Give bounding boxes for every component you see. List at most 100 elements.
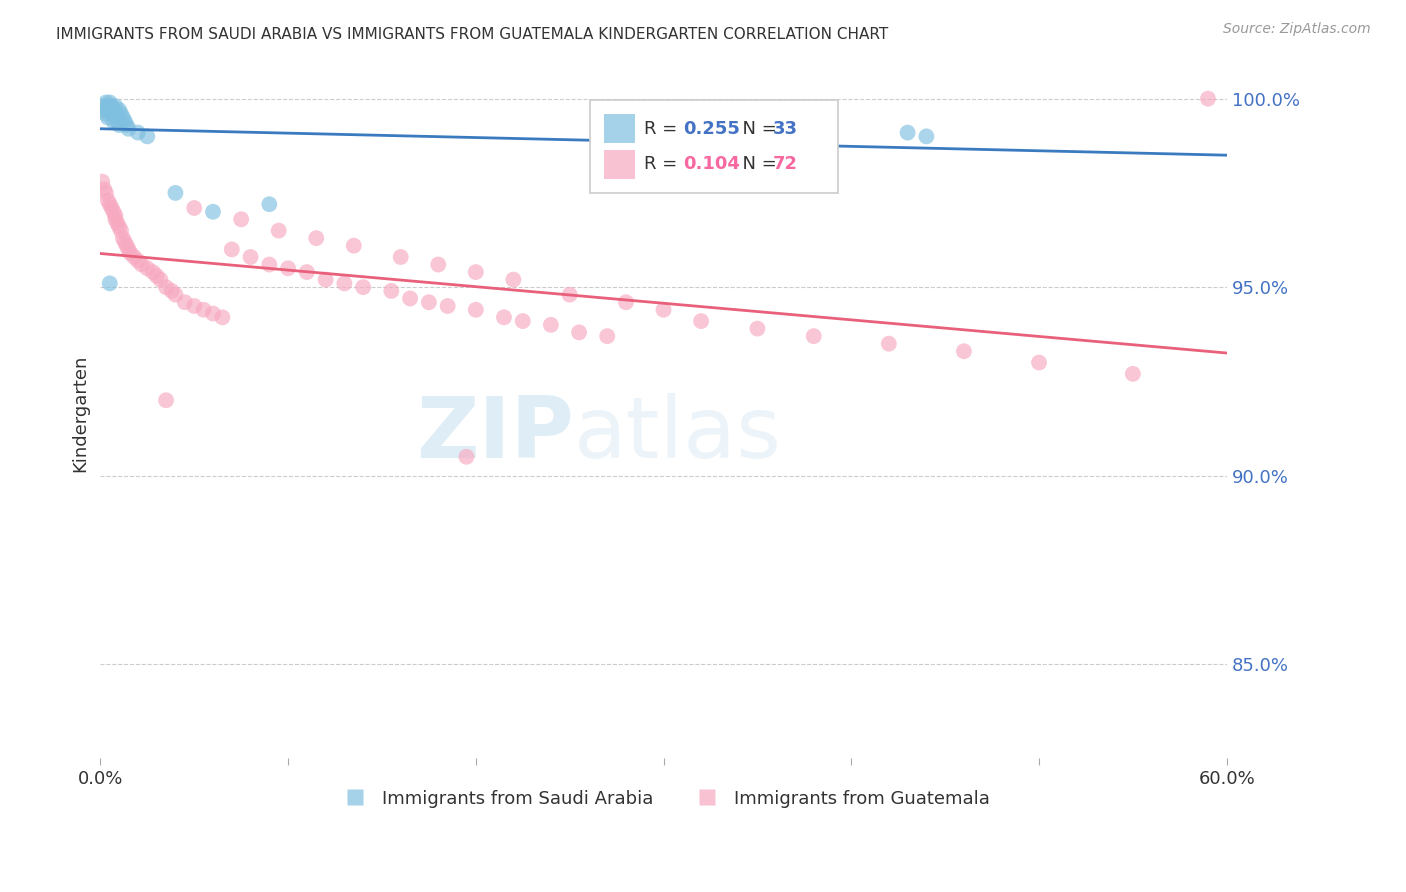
Point bbox=[277, 261, 299, 276]
Point bbox=[110, 107, 132, 121]
FancyBboxPatch shape bbox=[603, 150, 636, 179]
Point bbox=[464, 302, 486, 317]
Legend: Immigrants from Saudi Arabia, Immigrants from Guatemala: Immigrants from Saudi Arabia, Immigrants… bbox=[329, 782, 998, 815]
Point bbox=[93, 103, 115, 117]
Point bbox=[221, 243, 243, 257]
Text: Source: ZipAtlas.com: Source: ZipAtlas.com bbox=[1223, 22, 1371, 37]
Point bbox=[512, 314, 534, 328]
Point bbox=[718, 133, 741, 147]
Point bbox=[94, 186, 117, 200]
Point bbox=[97, 99, 120, 113]
Text: 72: 72 bbox=[773, 155, 797, 173]
Point bbox=[165, 186, 187, 200]
Point bbox=[183, 201, 205, 215]
Point bbox=[98, 277, 121, 291]
Point bbox=[436, 299, 458, 313]
Point bbox=[305, 231, 328, 245]
Point bbox=[93, 182, 115, 196]
Point bbox=[427, 258, 450, 272]
Text: ZIP: ZIP bbox=[416, 392, 574, 475]
Text: 33: 33 bbox=[773, 120, 797, 137]
Point bbox=[315, 272, 337, 286]
Point bbox=[105, 111, 128, 125]
Point bbox=[115, 118, 138, 132]
Point bbox=[127, 253, 149, 268]
Point bbox=[100, 107, 122, 121]
Point bbox=[259, 197, 281, 211]
Point bbox=[540, 318, 562, 332]
Point bbox=[108, 118, 131, 132]
Point bbox=[98, 197, 121, 211]
Point bbox=[117, 243, 139, 257]
Point bbox=[160, 284, 183, 298]
Point bbox=[259, 258, 281, 272]
Text: atlas: atlas bbox=[574, 392, 782, 475]
Point bbox=[502, 272, 524, 286]
Point bbox=[98, 95, 121, 110]
Point bbox=[1197, 92, 1219, 106]
Point bbox=[568, 326, 591, 340]
Point bbox=[953, 344, 976, 359]
Point bbox=[803, 329, 825, 343]
Point bbox=[103, 204, 125, 219]
Point bbox=[155, 280, 177, 294]
Text: R =: R = bbox=[644, 155, 683, 173]
Point bbox=[114, 235, 136, 249]
Point bbox=[114, 114, 136, 128]
Point bbox=[136, 261, 159, 276]
Point bbox=[149, 272, 172, 286]
Y-axis label: Kindergarten: Kindergarten bbox=[72, 355, 89, 472]
Text: 0.104: 0.104 bbox=[683, 155, 740, 173]
Point bbox=[456, 450, 478, 464]
Point bbox=[108, 219, 131, 234]
Point bbox=[136, 129, 159, 144]
Point bbox=[389, 250, 412, 264]
Point bbox=[165, 287, 187, 301]
Point bbox=[94, 107, 117, 121]
Text: IMMIGRANTS FROM SAUDI ARABIA VS IMMIGRANTS FROM GUATEMALA KINDERGARTEN CORRELATI: IMMIGRANTS FROM SAUDI ARABIA VS IMMIGRAN… bbox=[56, 27, 889, 42]
Point bbox=[104, 107, 127, 121]
Point bbox=[105, 216, 128, 230]
Point bbox=[239, 250, 262, 264]
Point bbox=[464, 265, 486, 279]
Text: N =: N = bbox=[731, 120, 783, 137]
FancyBboxPatch shape bbox=[591, 100, 838, 193]
Point bbox=[380, 284, 402, 298]
Point bbox=[652, 302, 675, 317]
Point bbox=[100, 99, 122, 113]
Point bbox=[155, 393, 177, 408]
Point bbox=[105, 114, 128, 128]
Point bbox=[267, 224, 290, 238]
Point bbox=[614, 295, 637, 310]
Point bbox=[333, 277, 356, 291]
Point bbox=[108, 103, 131, 117]
Point bbox=[94, 95, 117, 110]
Point bbox=[103, 103, 125, 117]
Point bbox=[145, 268, 167, 283]
Point bbox=[111, 111, 134, 125]
Point bbox=[596, 329, 619, 343]
Point bbox=[117, 121, 139, 136]
Point bbox=[690, 314, 713, 328]
Point bbox=[98, 103, 121, 117]
Point bbox=[173, 295, 195, 310]
Point bbox=[492, 310, 515, 325]
Point bbox=[915, 129, 938, 144]
Point bbox=[91, 175, 114, 189]
Point bbox=[115, 238, 138, 252]
Point bbox=[211, 310, 233, 325]
Point bbox=[747, 321, 769, 335]
Point bbox=[131, 258, 153, 272]
Text: R =: R = bbox=[644, 120, 683, 137]
Point bbox=[352, 280, 374, 294]
Point bbox=[97, 111, 120, 125]
Point bbox=[104, 212, 127, 227]
Point bbox=[104, 209, 127, 223]
Point bbox=[97, 194, 120, 208]
Point bbox=[91, 99, 114, 113]
FancyBboxPatch shape bbox=[603, 114, 636, 143]
Point bbox=[201, 306, 224, 320]
Point bbox=[897, 126, 920, 140]
Point bbox=[104, 99, 127, 113]
Point bbox=[877, 336, 900, 351]
